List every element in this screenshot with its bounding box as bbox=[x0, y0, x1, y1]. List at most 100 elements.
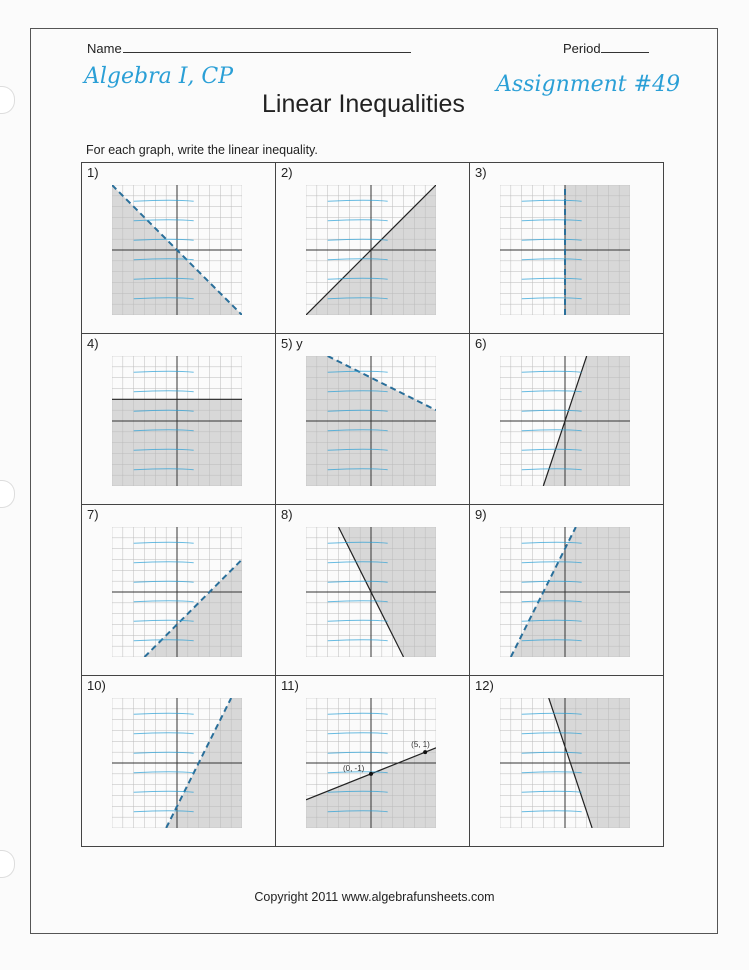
handwritten-shading-mark bbox=[327, 448, 388, 451]
graph bbox=[500, 185, 630, 315]
handwritten-shading-mark bbox=[133, 370, 194, 373]
handwritten-shading-mark bbox=[327, 790, 388, 793]
problem-cell: 10) bbox=[81, 675, 276, 847]
boundary-line bbox=[542, 356, 588, 486]
handwritten-shading-mark bbox=[521, 732, 582, 735]
graph bbox=[306, 356, 436, 486]
handwritten-shading-mark bbox=[327, 600, 388, 603]
handwritten-shading-mark bbox=[327, 751, 388, 754]
name-field[interactable]: Name bbox=[87, 41, 411, 56]
handwritten-shading-mark bbox=[327, 429, 388, 432]
problem-number: 8) bbox=[281, 507, 293, 522]
problem-number: 11) bbox=[281, 678, 299, 693]
problem-number: 1) bbox=[87, 165, 99, 180]
graph bbox=[500, 527, 630, 657]
graph bbox=[112, 527, 242, 657]
handwritten-shading-mark bbox=[521, 429, 582, 432]
problem-number: 12) bbox=[475, 678, 494, 693]
handwritten-shading-mark bbox=[521, 448, 582, 451]
handwritten-shading-mark bbox=[133, 619, 194, 622]
handwritten-shading-mark bbox=[327, 619, 388, 622]
handwritten-shading-mark bbox=[521, 238, 582, 241]
graph bbox=[500, 356, 630, 486]
period-label: Period bbox=[563, 41, 601, 56]
boundary-line bbox=[327, 356, 436, 412]
boundary-line bbox=[165, 698, 233, 828]
plotted-point bbox=[423, 750, 428, 755]
handwritten-shading-mark bbox=[327, 258, 388, 261]
handwritten-shading-mark bbox=[133, 448, 194, 451]
handwritten-shading-mark bbox=[521, 580, 582, 583]
handwritten-shading-mark bbox=[327, 297, 388, 300]
graph bbox=[500, 698, 630, 828]
problem-cell: 1) bbox=[81, 162, 276, 334]
handwritten-shading-mark bbox=[521, 297, 582, 300]
handwritten-assignment: Assignment #49 bbox=[496, 72, 681, 97]
handwritten-shading-mark bbox=[133, 751, 194, 754]
handwritten-shading-mark bbox=[327, 732, 388, 735]
handwritten-shading-mark bbox=[327, 219, 388, 222]
problem-number: 2) bbox=[281, 165, 293, 180]
handwritten-shading-mark bbox=[327, 409, 388, 412]
handwritten-shading-mark bbox=[327, 771, 388, 774]
handwritten-shading-mark bbox=[133, 199, 194, 202]
name-label: Name bbox=[87, 41, 122, 56]
graph bbox=[306, 185, 436, 315]
graph bbox=[112, 356, 242, 486]
period-field[interactable]: Period bbox=[563, 41, 649, 56]
handwritten-shading-mark bbox=[327, 370, 388, 373]
handwritten-shading-mark bbox=[521, 790, 582, 793]
handwritten-shading-mark bbox=[521, 409, 582, 412]
handwritten-shading-mark bbox=[133, 429, 194, 432]
handwritten-shading-mark bbox=[521, 712, 582, 715]
handwritten-shading-mark bbox=[521, 751, 582, 754]
problem-number: 4) bbox=[87, 336, 99, 351]
problem-number: 9) bbox=[475, 507, 487, 522]
boundary-line bbox=[509, 527, 577, 657]
problem-grid: 1) 2) 3) 4) 5) y 6) 7) 8) 9) 10) 11) (5, 1) (0, -1) 1… bbox=[81, 162, 664, 847]
handwritten-shading-mark bbox=[133, 277, 194, 280]
handwritten-shading-mark bbox=[521, 771, 582, 774]
handwritten-shading-mark bbox=[327, 468, 388, 471]
problem-number: 5) y bbox=[281, 336, 303, 351]
handwritten-shading-mark bbox=[133, 580, 194, 583]
problem-number: 3) bbox=[475, 165, 487, 180]
problem-cell: 5) y bbox=[275, 333, 470, 505]
handwritten-shading-mark bbox=[133, 790, 194, 793]
handwritten-shading-mark bbox=[133, 219, 194, 222]
copyright: Copyright 2011 www.algebrafunsheets.com bbox=[254, 890, 495, 904]
problem-cell: 4) bbox=[81, 333, 276, 505]
handwritten-shading-mark bbox=[521, 561, 582, 564]
handwritten-shading-mark bbox=[521, 277, 582, 280]
handwritten-shading-mark bbox=[521, 639, 582, 642]
problem-cell: 6) bbox=[469, 333, 664, 505]
handwritten-shading-mark bbox=[133, 409, 194, 412]
handwritten-shading-mark bbox=[327, 810, 388, 813]
handwritten-shading-mark bbox=[133, 297, 194, 300]
boundary-line bbox=[306, 185, 436, 315]
handwritten-shading-mark bbox=[133, 712, 194, 715]
handwritten-shading-mark bbox=[133, 600, 194, 603]
handwritten-shading-mark bbox=[521, 541, 582, 544]
handwritten-shading-mark bbox=[133, 561, 194, 564]
handwritten-shading-mark bbox=[521, 468, 582, 471]
handwritten-shading-mark bbox=[327, 199, 388, 202]
graph: (5, 1) (0, -1) bbox=[306, 698, 436, 828]
handwritten-shading-mark bbox=[521, 199, 582, 202]
handwritten-shading-mark bbox=[521, 600, 582, 603]
punch-hole bbox=[0, 480, 15, 508]
handwritten-shading-mark bbox=[133, 238, 194, 241]
punch-hole bbox=[0, 86, 15, 114]
problem-number: 7) bbox=[87, 507, 99, 522]
handwritten-shading-mark bbox=[133, 390, 194, 393]
handwritten-shading-mark bbox=[133, 810, 194, 813]
handwritten-shading-mark bbox=[133, 639, 194, 642]
graph bbox=[306, 527, 436, 657]
problem-cell: 8) bbox=[275, 504, 470, 676]
handwritten-shading-mark bbox=[521, 258, 582, 261]
handwritten-shading-mark bbox=[133, 468, 194, 471]
handwritten-shading-mark bbox=[133, 732, 194, 735]
handwritten-shading-mark bbox=[327, 561, 388, 564]
boundary-line bbox=[143, 558, 242, 657]
